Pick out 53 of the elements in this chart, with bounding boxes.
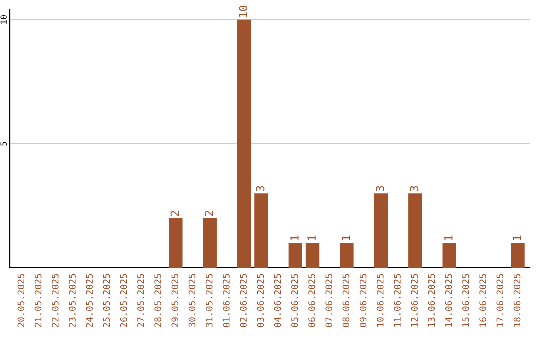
x-tick-label: 25.05.2025 xyxy=(103,274,110,328)
x-tick-label: 24.05.2025 xyxy=(86,274,94,328)
x-tick-label: 02.06.2025 xyxy=(240,274,247,328)
bar xyxy=(442,243,456,268)
x-tick-label: 03.06.2025 xyxy=(257,274,264,328)
bar xyxy=(169,218,183,268)
bar xyxy=(288,243,302,268)
x-tick-label: 08.06.2025 xyxy=(342,274,350,328)
x-tick-label: 04.06.2025 xyxy=(274,274,282,328)
data-label: 1 xyxy=(308,236,316,240)
bar xyxy=(203,218,217,268)
data-label: 1 xyxy=(444,236,453,240)
x-tick-label: 29.05.2025 xyxy=(172,274,179,328)
x-tick-label: 12.06.2025 xyxy=(411,274,418,327)
data-label: 1 xyxy=(513,236,522,240)
x-tick-label: 14.06.2025 xyxy=(445,274,452,327)
x-tick-label: 05.06.2025 xyxy=(291,274,298,328)
x-tick-label: 20.05.2025 xyxy=(18,274,25,328)
data-label: 2 xyxy=(170,211,180,216)
x-tick-label: 18.06.2025 xyxy=(514,274,521,327)
bar xyxy=(374,194,388,268)
x-tick-label: 28.05.2025 xyxy=(154,274,162,328)
data-label: 3 xyxy=(376,186,384,192)
x-tick-label: 21.05.2025 xyxy=(34,274,42,328)
x-tick-label: 10.06.2025 xyxy=(377,274,384,327)
x-tick-label: 11.06.2025 xyxy=(394,274,401,327)
bar xyxy=(408,194,422,268)
bar xyxy=(254,194,268,268)
bar xyxy=(306,243,320,268)
x-tick-label: 01.06.2025 xyxy=(223,274,230,328)
x-tick-label: 07.06.2025 xyxy=(326,274,333,328)
x-tick-label: 22.05.2025 xyxy=(52,274,59,328)
data-label: 2 xyxy=(204,211,214,216)
bar xyxy=(340,243,354,268)
x-tick-label: 15.06.2025 xyxy=(462,274,470,327)
x-tick-label: 30.05.2025 xyxy=(188,274,196,328)
x-tick-label: 09.06.2025 xyxy=(360,274,367,328)
bar xyxy=(238,20,252,268)
x-tick-label: 16.06.2025 xyxy=(480,274,486,327)
x-tick-label: 26.05.2025 xyxy=(120,274,128,328)
data-label: 3 xyxy=(410,186,419,192)
y-tick-label: 5 xyxy=(0,142,7,146)
x-tick-label: 27.05.2025 xyxy=(138,274,144,328)
x-tick-label: 31.05.2025 xyxy=(206,274,213,328)
data-label: 1 xyxy=(290,236,299,240)
data-label: 10 xyxy=(239,6,248,18)
data-label: 1 xyxy=(342,236,350,240)
x-tick-label: 23.05.2025 xyxy=(69,274,76,328)
data-label: 3 xyxy=(256,186,265,192)
x-tick-label: 06.06.2025 xyxy=(308,274,316,328)
x-tick-label: 17.06.2025 xyxy=(496,274,504,327)
x-tick-label: 13.06.2025 xyxy=(428,274,436,327)
bar xyxy=(511,243,525,268)
